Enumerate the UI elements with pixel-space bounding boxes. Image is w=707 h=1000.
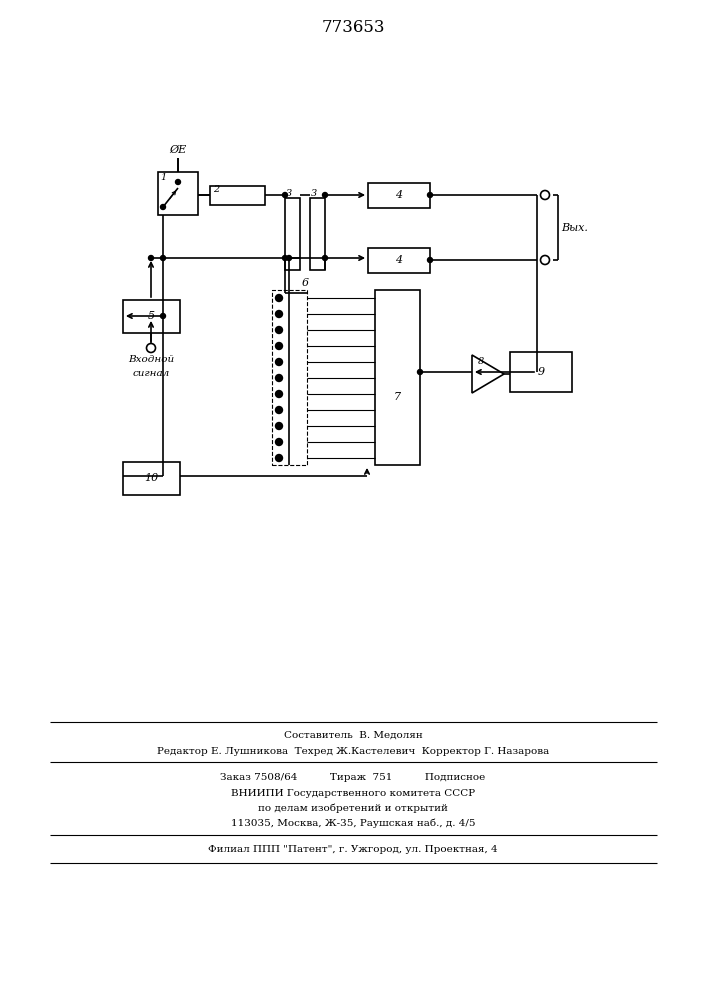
Circle shape: [276, 326, 283, 334]
Circle shape: [160, 205, 165, 210]
Circle shape: [276, 406, 283, 414]
Text: 113035, Москва, Ж-35, Раушская наб., д. 4/5: 113035, Москва, Ж-35, Раушская наб., д. …: [230, 818, 475, 828]
Text: Филиал ППП "Патент", г. Ужгород, ул. Проектная, 4: Филиал ППП "Патент", г. Ужгород, ул. Про…: [208, 846, 498, 854]
Text: 9: 9: [537, 367, 544, 377]
Circle shape: [283, 192, 288, 198]
Bar: [272, 290, 307, 465]
Circle shape: [322, 255, 327, 260]
Circle shape: [276, 374, 283, 381]
Circle shape: [160, 255, 165, 260]
Circle shape: [286, 255, 291, 260]
Text: сигнал: сигнал: [132, 368, 170, 377]
Bar: [375, 290, 420, 465]
Circle shape: [276, 342, 283, 350]
Text: 10: 10: [144, 473, 158, 483]
Bar: [123, 462, 180, 495]
Circle shape: [418, 369, 423, 374]
Bar: [210, 186, 265, 205]
Circle shape: [276, 390, 283, 397]
Text: ВНИИПИ Государственного комитета СССР: ВНИИПИ Государственного комитета СССР: [231, 788, 475, 798]
Bar: [158, 172, 198, 215]
Circle shape: [428, 257, 433, 262]
Circle shape: [276, 438, 283, 446]
Circle shape: [276, 359, 283, 365]
Circle shape: [276, 422, 283, 430]
Bar: [510, 352, 572, 392]
Circle shape: [175, 180, 180, 184]
Circle shape: [276, 294, 283, 302]
Text: 5: 5: [148, 311, 155, 321]
Text: 4: 4: [395, 255, 402, 265]
Circle shape: [428, 192, 433, 198]
Text: 2: 2: [213, 184, 219, 194]
Text: 7: 7: [393, 392, 401, 402]
Text: 1: 1: [160, 172, 166, 182]
Circle shape: [148, 255, 153, 260]
Text: Составитель  В. Медолян: Составитель В. Медолян: [284, 730, 422, 740]
Text: по делам изобретений и открытий: по делам изобретений и открытий: [258, 803, 448, 813]
Bar: [310, 198, 325, 270]
Text: Заказ 7508/64          Тираж  751          Подписное: Заказ 7508/64 Тираж 751 Подписное: [221, 774, 486, 782]
Text: Редактор Е. Лушникова  Техред Ж.Кастелевич  Корректор Г. Назарова: Редактор Е. Лушникова Техред Ж.Кастелеви…: [157, 748, 549, 756]
Text: 3: 3: [286, 190, 292, 198]
Text: 4: 4: [395, 190, 402, 200]
Text: Входной: Входной: [128, 356, 174, 364]
Text: ØE: ØE: [170, 145, 187, 155]
Circle shape: [283, 255, 288, 260]
Text: Вых.: Вых.: [561, 223, 588, 233]
Text: 773653: 773653: [321, 19, 385, 36]
Bar: [368, 248, 430, 273]
Bar: [123, 300, 180, 333]
Text: 3: 3: [311, 190, 317, 198]
Circle shape: [276, 454, 283, 462]
Circle shape: [322, 192, 327, 198]
Text: 6: 6: [301, 278, 308, 288]
Circle shape: [276, 310, 283, 318]
Bar: [368, 183, 430, 208]
Text: 8: 8: [478, 357, 484, 365]
Circle shape: [160, 314, 165, 318]
Bar: [285, 198, 300, 270]
